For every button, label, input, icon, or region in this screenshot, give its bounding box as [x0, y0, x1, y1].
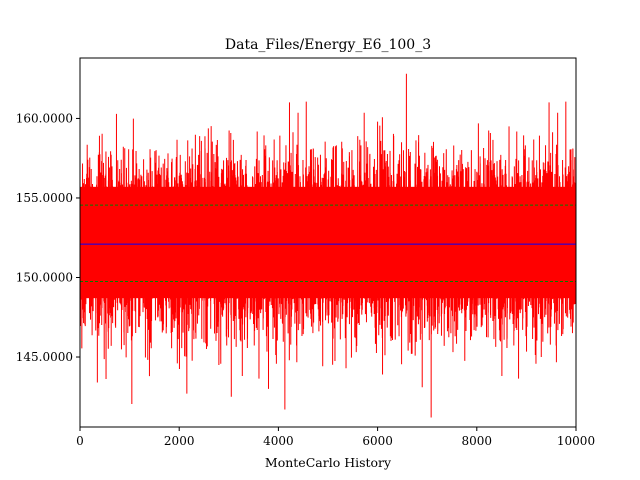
y-tick-label: 145.0000: [16, 350, 73, 364]
x-tick-label: 2000: [164, 434, 195, 448]
y-axis: 145.0000 150.0000 155.0000 160.0000: [16, 111, 80, 364]
y-tick-label: 150.0000: [16, 270, 73, 284]
x-axis: 0 2000 4000 6000 8000 10000: [76, 427, 595, 448]
x-axis-label: MonteCarlo History: [265, 455, 392, 470]
chart-title: Data_Files/Energy_E6_100_3: [225, 37, 431, 53]
series-layer: [79, 73, 577, 418]
axes-frame: [79, 57, 577, 428]
y-tick-label: 155.0000: [16, 191, 73, 205]
x-tick-label: 0: [76, 434, 84, 448]
plot-area: [79, 57, 577, 428]
x-tick-label: 6000: [362, 434, 393, 448]
series-line-energy: [79, 73, 577, 418]
x-tick-label: 8000: [462, 434, 493, 448]
y-tick-label: 160.0000: [16, 111, 73, 125]
x-tick-label: 10000: [557, 434, 595, 448]
x-tick-label: 4000: [263, 434, 294, 448]
